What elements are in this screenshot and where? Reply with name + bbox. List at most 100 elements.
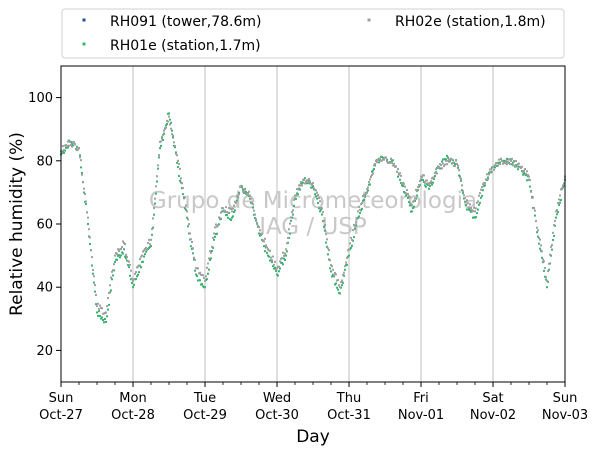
data-point-interp [256,221,258,224]
data-point-interp [144,248,146,251]
y-tick-label: 100 [28,91,53,106]
data-point-interp [538,242,540,245]
data-point-interp [214,235,216,238]
data-point-interp [125,257,127,260]
data-point-interp [111,278,113,281]
data-point-interp [457,164,459,167]
data-point-interp [82,181,84,184]
data-point-interp [557,211,559,214]
data-point-interp [469,203,471,206]
data-point-interp [425,185,427,188]
data-point-interp [545,278,547,281]
data-point-interp [435,168,437,171]
data-point-interp [410,202,412,205]
data-point-interp [331,265,333,268]
data-point-interp [125,253,127,256]
data-point-interp [97,302,99,305]
data-point-interp [436,172,438,175]
data-point-interp [514,164,516,167]
data-point-interp [434,172,436,175]
data-point-interp [346,263,348,266]
data-point-interp [66,144,68,147]
data-point-interp [346,256,348,259]
data-point-interp [538,237,540,240]
series-2 [60,115,566,315]
data-point-interp [396,170,398,173]
data-point-interp [493,168,495,171]
data-point [258,232,260,235]
data-point-interp [291,211,293,214]
data-point-interp [551,244,553,247]
data-point-interp [373,167,375,170]
data-point-interp [305,180,307,183]
data-point [132,286,134,289]
data-point [330,264,332,267]
data-point-interp [332,268,334,271]
data-point-interp [171,133,173,136]
data-point [348,248,350,251]
data-point-interp [416,194,418,197]
x-tick-label: Tue [193,391,216,406]
x-axis: Sun Oct-27 Mon Oct-28 Tue Oct-29 Wed Oct-30 Thu O… [39,382,588,423]
data-point-interp [494,166,496,169]
data-point-interp [556,208,558,211]
data-point-interp [237,195,239,198]
data-point-interp [254,217,256,220]
data-point-interp [266,246,268,249]
data-point [159,147,161,150]
data-point-interp [561,187,563,190]
data-point-interp [80,166,82,169]
data-point-interp [169,118,171,121]
data-point-interp [316,191,318,194]
data-point-interp [302,181,304,184]
data-point-interp [323,225,325,228]
data-point-interp [120,247,122,250]
data-point-interp [211,250,213,253]
data-point-interp [301,184,303,187]
data-point-interp [304,182,306,185]
data-point-interp [466,199,468,202]
data-point-interp [290,216,292,219]
data-point-interp [405,194,407,197]
data-point-interp [214,226,216,229]
data-point-interp [110,276,112,279]
data-point-interp [210,257,212,260]
x-tick-label: Nov-01 [398,408,444,423]
data-point-interp [386,158,388,161]
data-point [492,166,494,169]
data-point-interp [252,203,254,206]
data-point-interp [337,279,339,282]
data-point-interp [265,244,267,247]
data-point-interp [97,314,99,317]
data-point-interp [412,200,414,203]
data-point-interp [326,245,328,248]
watermark-line-1: Grupo de Micrometeorologia [149,188,477,214]
data-point-interp [318,197,320,200]
data-point-interp [334,283,336,286]
data-point-interp [199,271,201,274]
data-point-interp [462,190,464,193]
data-point-interp [135,271,137,274]
data-point-interp [281,261,283,264]
data-point-interp [338,284,340,287]
data-point [213,238,215,241]
legend-entry-rh02e: RH02e (station,1.8m) [367,14,546,30]
data-point-interp [230,207,232,210]
data-point-interp [288,228,290,231]
data-point-interp [385,156,387,159]
data-point-interp [278,265,280,268]
data-point-interp [279,267,281,270]
data-point-interp [284,252,286,255]
data-point [285,254,287,257]
data-point-interp [347,255,349,258]
data-point-interp [326,238,328,241]
data-point-interp [543,260,545,263]
data-point-interp [476,201,478,204]
data-point-interp [279,260,281,263]
data-point-interp [365,191,367,194]
data-point-interp [371,173,373,176]
data-point-interp [108,303,110,306]
data-point-interp [220,211,222,214]
legend: RH091 (tower,78.6m) RH01e (station,1.7m)… [61,8,565,59]
